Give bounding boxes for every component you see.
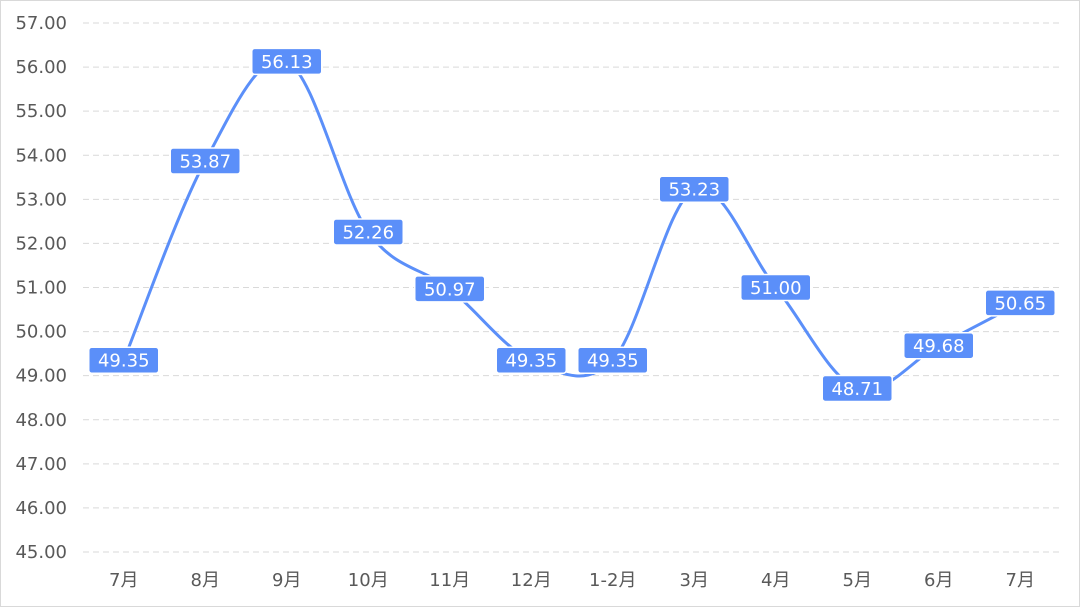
x-tick-label: 12月 [511,570,552,591]
y-tick-label: 48.00 [15,410,67,431]
x-tick-label: 5月 [843,570,872,591]
data-label-text: 49.35 [587,351,639,372]
data-label-box [169,147,241,175]
y-tick-label: 46.00 [15,498,67,519]
data-label-text: 50.97 [424,279,476,300]
data-label: 51.00 [740,273,812,302]
data-label-text: 48.71 [831,379,883,400]
y-tick-label: 49.00 [15,366,67,387]
data-label-text: 52.26 [342,222,394,243]
data-label-box [88,346,160,374]
y-tick-label: 53.00 [15,189,67,210]
data-label-text: 50.65 [994,293,1046,314]
x-tick-label: 7月 [109,570,138,591]
grid-layer [83,22,1061,553]
data-label-text: 53.87 [179,151,231,172]
data-label-box [903,331,975,360]
x-tick-label: 1-2月 [589,570,636,591]
y-tick-label: 54.00 [15,145,67,166]
data-label-text: 51.00 [750,278,802,299]
data-label-box [332,218,404,246]
data-label-box [658,175,730,203]
y-tick-label: 52.00 [15,233,67,254]
y-tick-label: 50.00 [15,322,67,343]
data-label-box [577,346,649,374]
y-tick-label: 55.00 [15,101,67,122]
x-tick-label: 11月 [429,570,470,591]
y-tick-label: 57.00 [15,13,67,34]
data-label: 56.13 [251,47,323,76]
y-tick-label: 51.00 [15,278,67,299]
data-label: 53.23 [658,175,730,203]
data-label: 49.68 [903,331,975,360]
y-tick-label: 45.00 [15,542,67,563]
x-tick-label: 10月 [348,570,389,591]
x-tick-label: 3月 [680,570,709,591]
data-label: 50.97 [414,275,486,303]
data-label-text: 49.35 [505,351,557,372]
y-axis-ticks: 45.00 46.00 47.00 48.00 49.00 50.00 51.00 52.00… [15,13,67,563]
data-label: 49.35 [577,346,649,374]
x-tick-label: 6月 [924,570,953,591]
data-label-box [495,346,567,374]
data-label: 49.35 [495,346,567,374]
data-label-box [251,47,323,76]
data-label-text: 56.13 [261,52,313,73]
data-label-box [821,374,893,403]
series-line [122,58,1022,392]
data-label: 48.71 [821,374,893,403]
data-label: 53.87 [169,147,241,175]
x-tick-label: 4月 [761,570,790,591]
x-tick-label: 9月 [272,570,301,591]
y-tick-label: 56.00 [15,57,67,78]
data-label-text: 53.23 [668,180,720,201]
y-tick-label: 47.00 [15,454,67,475]
data-label: 52.26 [332,218,404,246]
data-label: 50.65 [984,289,1056,317]
x-tick-label: 8月 [191,570,220,591]
x-axis-ticks: 7月 8月 9月 10月 11月 12月 1-2月 3月 4月 5月 6月 7月 [109,570,1035,591]
data-label-text: 49.68 [913,336,965,357]
data-label-text: 49.35 [98,351,150,372]
x-tick-label: 7月 [1006,570,1035,591]
data-label-layer: 49.35 53.87 56.13 52.26 50.97 49.35 49.35 53.23… [88,47,1056,403]
data-label-box [740,273,812,302]
data-label-box [984,289,1056,317]
data-label-box [414,275,486,303]
series-layer [122,58,1022,392]
data-label: 49.35 [88,346,160,374]
